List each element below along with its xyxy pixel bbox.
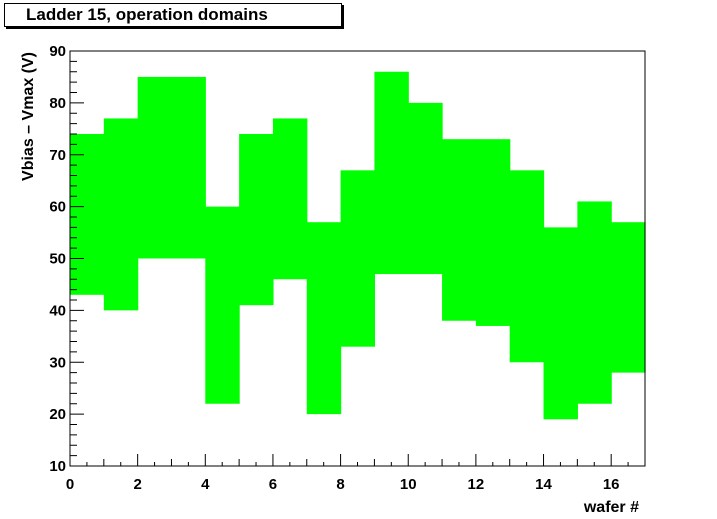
bin-9 (374, 71, 409, 275)
x-tick-label: 16 (603, 476, 620, 493)
bin-12 (475, 139, 511, 326)
y-tick-label: 20 (49, 406, 66, 423)
x-axis-title: wafer # (583, 499, 639, 516)
bin-14 (543, 227, 578, 420)
y-tick-label: 60 (49, 199, 66, 216)
x-tick-label: 4 (201, 476, 210, 493)
bin-5 (239, 134, 274, 306)
x-tick-label: 14 (535, 476, 552, 493)
bin-8 (340, 170, 376, 347)
x-tick-label: 0 (66, 476, 74, 493)
bin-13 (509, 170, 545, 363)
axes-layer: 0 2 4 6 8 10 12 14 16 10 20 30 40 50 60 70 80 90 (49, 43, 646, 493)
bin-10 (408, 102, 443, 275)
bin-0 (70, 134, 105, 295)
bin-1 (103, 118, 139, 311)
y-axis-title: Vbias – Vmax (V) (20, 52, 37, 181)
bin-6 (272, 118, 308, 280)
y-tick-label: 40 (49, 302, 66, 319)
bin-16 (611, 222, 646, 373)
y-tick-label: 50 (49, 251, 66, 268)
x-tick-label: 12 (468, 476, 485, 493)
x-tick-label: 8 (336, 476, 344, 493)
chart-title: Ladder 15, operation domains (4, 3, 342, 27)
x-tick-label: 10 (400, 476, 417, 493)
x-tick-label: 6 (269, 476, 277, 493)
bin-2 (137, 76, 173, 259)
bin-4 (205, 206, 240, 404)
y-tick-label: 10 (49, 458, 66, 475)
x-tick-label: 2 (133, 476, 141, 493)
bin-7 (306, 222, 342, 415)
bin-15 (577, 201, 612, 404)
y-tick-label: 90 (49, 43, 66, 60)
bins-layer (70, 71, 646, 420)
bin-3 (171, 76, 206, 259)
y-tick-label: 30 (49, 354, 66, 371)
y-tick-label: 80 (49, 95, 66, 112)
bin-11 (442, 139, 477, 321)
y-tick-label: 70 (49, 147, 66, 164)
